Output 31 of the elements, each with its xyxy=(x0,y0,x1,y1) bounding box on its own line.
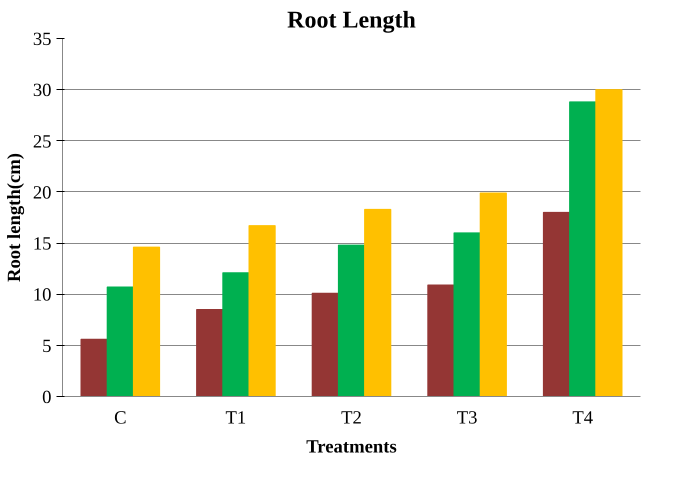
y-tick-label: 10 xyxy=(32,284,52,306)
y-tick-label: 35 xyxy=(32,29,52,50)
bar xyxy=(338,244,366,396)
bar xyxy=(364,208,392,396)
bar xyxy=(80,338,108,396)
bar xyxy=(312,292,339,396)
y-tick-label: 5 xyxy=(42,336,52,357)
y-axis-title: Root length(cm) xyxy=(4,152,25,282)
y-tick-label: 25 xyxy=(32,131,52,152)
bar xyxy=(248,225,276,396)
bar xyxy=(569,101,596,396)
bar xyxy=(132,246,160,396)
y-tick-label: 20 xyxy=(32,182,52,204)
bar xyxy=(595,89,623,396)
bar xyxy=(542,212,570,396)
bar xyxy=(106,286,134,396)
x-tick-label: T2 xyxy=(341,408,362,428)
y-tick-label: 30 xyxy=(32,80,52,102)
bar xyxy=(427,284,454,396)
x-tick-label: T3 xyxy=(456,408,478,428)
chart-title: Root Length xyxy=(287,8,416,34)
bar xyxy=(222,272,250,396)
x-axis-title: Treatments xyxy=(306,436,397,458)
bar xyxy=(196,309,224,396)
bar xyxy=(454,232,481,396)
x-tick-label: C xyxy=(114,408,127,428)
bar xyxy=(480,192,507,396)
x-tick-label: T4 xyxy=(572,408,594,428)
y-tick-label: 15 xyxy=(32,234,52,255)
y-tick-label: 0 xyxy=(42,387,52,408)
x-tick-label: T1 xyxy=(226,408,246,428)
